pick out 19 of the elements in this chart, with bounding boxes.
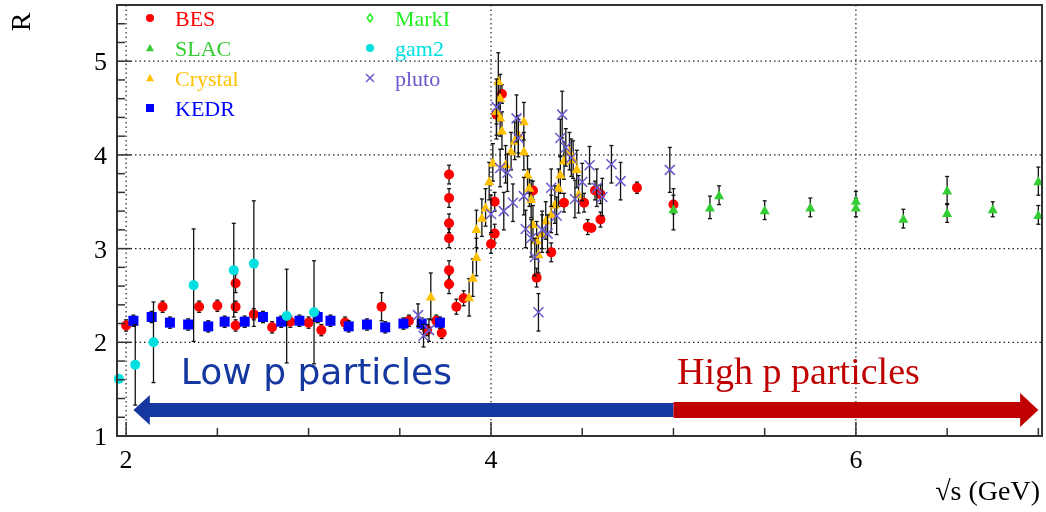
annotation: Low p particles [180,351,453,392]
x-tick-label: 4 [484,445,498,474]
legend-label: BES [175,5,216,31]
legend-label: Crystal [175,65,239,91]
legend-label: KEDR [175,95,236,121]
legend-label: SLAC [175,35,232,61]
y-tick-label: 2 [94,328,107,358]
x-tick-label: 2 [119,445,133,474]
legend-label: gam2 [395,35,444,61]
legend-label: MarkI [395,5,450,31]
y-tick-label: 4 [94,141,107,171]
y-axis-title: R [5,12,36,32]
y-tick-label: 3 [94,234,107,264]
legend-label: pluto [395,65,441,91]
x-tick-label: 6 [849,445,863,474]
y-tick-label: 5 [94,47,107,77]
annotation: High p particles [677,350,920,392]
y-tick-label: 1 [94,422,107,452]
x-axis-title: √s (GeV) [935,475,1040,506]
